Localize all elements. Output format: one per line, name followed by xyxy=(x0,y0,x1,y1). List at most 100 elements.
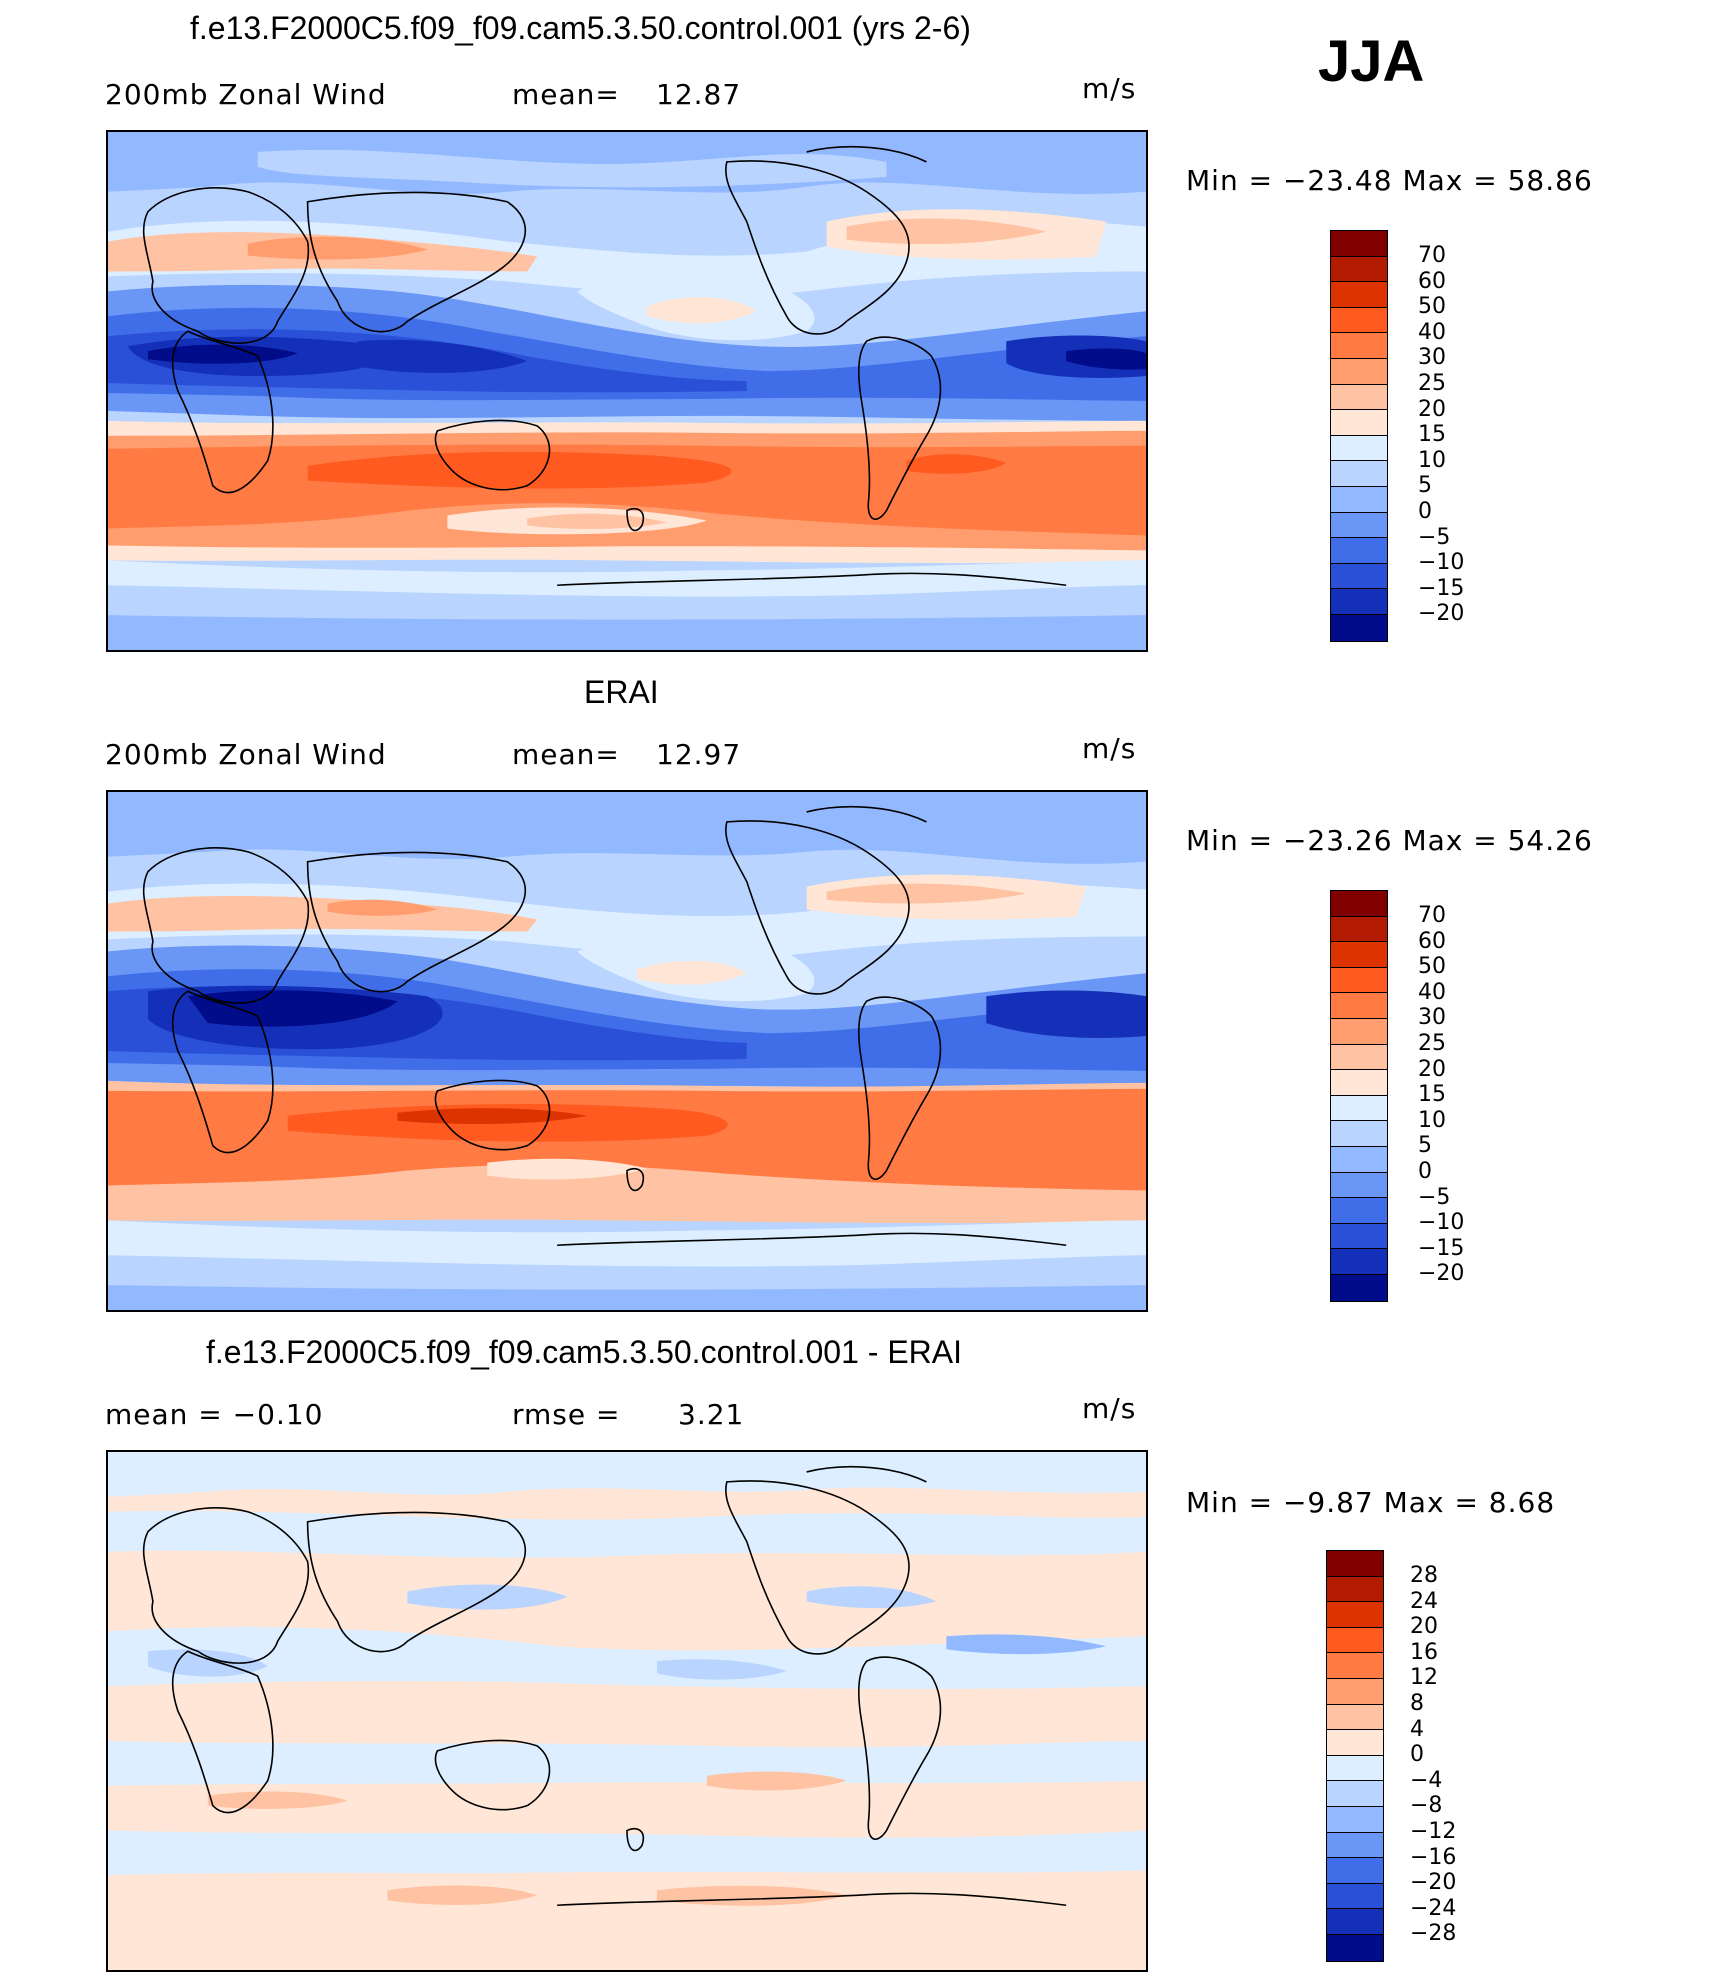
colorbar-swatch xyxy=(1331,1121,1387,1147)
panel-1-tick: 5 xyxy=(1418,473,1432,499)
panel-1-tick: 60 xyxy=(1418,268,1446,294)
panel-3-tick: 12 xyxy=(1410,1665,1438,1691)
colorbar-swatch xyxy=(1331,358,1387,385)
colorbar-swatch xyxy=(1331,942,1387,968)
colorbar-swatch xyxy=(1331,614,1387,641)
colorbar-swatch xyxy=(1327,1653,1383,1679)
colorbar-swatch xyxy=(1331,461,1387,487)
colorbar-swatch xyxy=(1331,563,1387,590)
panel-1-tick: 0 xyxy=(1418,498,1432,524)
colorbar-swatch xyxy=(1327,1858,1383,1884)
panel-2-tick: 60 xyxy=(1418,928,1446,954)
panel-3-mean: mean = −0.10 xyxy=(105,1398,324,1431)
colorbar-swatch xyxy=(1327,1730,1383,1756)
colorbar-swatch xyxy=(1327,1883,1383,1910)
panel-2-tick: 5 xyxy=(1418,1133,1432,1159)
panel-2-tick: 50 xyxy=(1418,954,1446,980)
panel-1-tick: 25 xyxy=(1418,370,1446,396)
panel-2-tick: 25 xyxy=(1418,1030,1446,1056)
colorbar-swatch xyxy=(1327,1627,1383,1654)
colorbar-swatch xyxy=(1331,993,1387,1019)
colorbar-swatch xyxy=(1327,1755,1383,1782)
colorbar-swatch xyxy=(1327,1678,1383,1705)
colorbar-swatch xyxy=(1331,1018,1387,1045)
colorbar-swatch xyxy=(1327,1934,1383,1961)
panel-3-tick: 4 xyxy=(1410,1716,1424,1742)
panel-3-rmse-label: rmse = xyxy=(512,1398,621,1431)
panel-3-tick: 24 xyxy=(1410,1588,1438,1614)
colorbar-swatch xyxy=(1327,1832,1383,1859)
panel-2-tick: 10 xyxy=(1418,1107,1446,1133)
panel-3-title: f.e13.F2000C5.f09_f09.cam5.3.50.control.… xyxy=(206,1334,963,1370)
colorbar-swatch xyxy=(1327,1602,1383,1628)
colorbar-swatch xyxy=(1331,1198,1387,1224)
panel-2-tick: −20 xyxy=(1418,1261,1465,1287)
panel-2-colorbar-ticks: 70 60 50 40 30 25 20 15 10 5 0 −5 −10 −1… xyxy=(1418,903,1464,1287)
panel-1-units: m/s xyxy=(1082,72,1137,105)
colorbar-swatch xyxy=(1331,589,1387,615)
colorbar-swatch xyxy=(1331,384,1387,411)
panel-1-tick: −5 xyxy=(1418,524,1451,550)
panel-3-minmax: Min = −9.87 Max = 8.68 xyxy=(1186,1486,1556,1519)
panel-1-tick: 30 xyxy=(1418,345,1446,371)
panel-3-tick: −8 xyxy=(1410,1793,1443,1819)
colorbar-swatch xyxy=(1331,1223,1387,1250)
colorbar-swatch xyxy=(1331,512,1387,539)
panel-1-mean-label: mean= xyxy=(512,78,620,111)
panel-3-tick: −4 xyxy=(1410,1767,1443,1793)
panel-1-contour-map xyxy=(108,132,1146,650)
panel-3-tick: 20 xyxy=(1410,1614,1438,1640)
colorbar-swatch xyxy=(1331,486,1387,513)
panel-2-tick: −10 xyxy=(1418,1210,1465,1236)
panel-2-title: ERAI xyxy=(584,674,659,710)
panel-2-tick: 40 xyxy=(1418,979,1446,1005)
colorbar-swatch xyxy=(1331,1172,1387,1199)
panel-2-colorbar xyxy=(1330,890,1388,1302)
colorbar-swatch xyxy=(1327,1781,1383,1807)
panel-2-tick: −5 xyxy=(1418,1184,1451,1210)
panel-1-map xyxy=(106,130,1148,652)
colorbar-swatch xyxy=(1331,256,1387,283)
panel-3-contour-map xyxy=(108,1452,1146,1970)
panel-1-coastlines xyxy=(142,145,1067,587)
panel-3-coastlines xyxy=(142,1465,1067,1907)
panel-1-minmax: Min = −23.48 Max = 58.86 xyxy=(1186,164,1593,197)
colorbar-swatch xyxy=(1327,1551,1383,1577)
panel-1-colorbar-ticks: 70 60 50 40 30 25 20 15 10 5 0 −5 −10 −1… xyxy=(1418,243,1464,627)
panel-2-units: m/s xyxy=(1082,732,1137,765)
panel-2-map xyxy=(106,790,1148,1312)
colorbar-swatch xyxy=(1331,1274,1387,1301)
panel-3-colorbar-ticks: 28 24 20 16 12 8 4 0 −4 −8 −12 −16 −20 −… xyxy=(1410,1563,1456,1947)
panel-3-units: m/s xyxy=(1082,1392,1137,1425)
colorbar-swatch xyxy=(1327,1576,1383,1603)
colorbar-swatch xyxy=(1331,410,1387,436)
panel-1-tick: −20 xyxy=(1418,601,1465,627)
colorbar-swatch xyxy=(1327,1704,1383,1731)
panel-3-tick: 16 xyxy=(1410,1639,1438,1665)
panel-2-coastlines xyxy=(142,805,1067,1247)
colorbar-swatch xyxy=(1327,1806,1383,1833)
panel-3-map xyxy=(106,1450,1148,1972)
panel-1-tick: 20 xyxy=(1418,396,1446,422)
panel-3-tick: −24 xyxy=(1410,1895,1457,1921)
colorbar-swatch xyxy=(1331,333,1387,359)
panel-3-tick: −12 xyxy=(1410,1818,1457,1844)
panel-2-tick: 15 xyxy=(1418,1082,1446,1108)
panel-2-tick: 30 xyxy=(1418,1005,1446,1031)
panel-2-tick: 0 xyxy=(1418,1158,1432,1184)
panel-1-tick: 10 xyxy=(1418,447,1446,473)
panel-1-title: f.e13.F2000C5.f09_f09.cam5.3.50.control.… xyxy=(190,10,971,46)
colorbar-swatch xyxy=(1331,282,1387,308)
panel-3-colorbar xyxy=(1326,1550,1384,1962)
colorbar-swatch xyxy=(1331,231,1387,257)
panel-2-field-label: 200mb Zonal Wind xyxy=(105,738,387,771)
colorbar-swatch xyxy=(1331,891,1387,917)
colorbar-swatch xyxy=(1331,307,1387,334)
colorbar-swatch xyxy=(1327,1909,1383,1935)
panel-3-tick: −28 xyxy=(1410,1921,1457,1947)
panel-1-mean-value: 12.87 xyxy=(656,78,742,111)
panel-1-tick: 70 xyxy=(1418,243,1446,268)
colorbar-swatch xyxy=(1331,1095,1387,1122)
panel-3-tick: −20 xyxy=(1410,1870,1457,1896)
panel-2-mean-value: 12.97 xyxy=(656,738,742,771)
